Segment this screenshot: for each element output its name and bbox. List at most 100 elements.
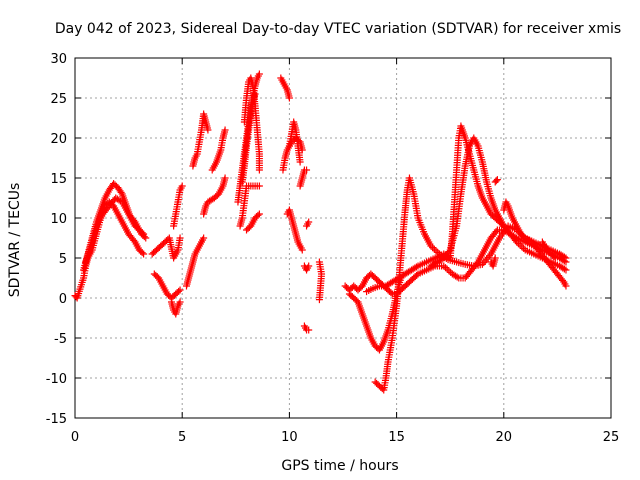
data-point [486, 252, 494, 260]
data-point [305, 326, 313, 334]
series-track-25 [315, 258, 326, 304]
data-point [176, 234, 184, 242]
data-point [511, 233, 519, 241]
y-tick-label: 20 [50, 132, 67, 147]
data-point [518, 243, 526, 251]
data-point [562, 258, 570, 266]
series-track-9 [189, 110, 212, 170]
series-track-27 [345, 274, 405, 354]
data-point [562, 282, 570, 290]
data-point [453, 273, 461, 281]
data-point [255, 182, 263, 190]
grid-lines [75, 58, 611, 418]
data-point [296, 158, 304, 166]
data-point [298, 246, 306, 254]
series-track-5 [150, 270, 184, 302]
series-track-15 [236, 182, 263, 230]
series-track-28 [371, 174, 570, 394]
data-point [285, 94, 293, 102]
x-axis-label: GPS time / hours [281, 458, 398, 474]
data-point [303, 166, 311, 174]
data-point [432, 247, 440, 255]
data-point [520, 244, 528, 252]
data-point [492, 228, 500, 236]
series-track-13 [238, 90, 259, 186]
x-tick-label: 15 [388, 430, 405, 445]
data-point [305, 218, 313, 226]
y-tick-label: -5 [54, 332, 67, 347]
series-track-3 [82, 194, 150, 266]
data-point [221, 126, 229, 134]
y-tick-label: 0 [59, 292, 67, 307]
series-track-10 [200, 174, 229, 218]
series-track-33 [487, 254, 499, 270]
x-tick-label: 0 [71, 430, 79, 445]
y-tick-label: 5 [59, 252, 67, 267]
data-point [140, 250, 148, 258]
series-track-30 [427, 134, 570, 270]
data-point [254, 211, 262, 219]
series-track-4 [148, 234, 184, 262]
series-track-8 [182, 234, 208, 290]
series-track-21 [296, 166, 311, 190]
x-tick-label: 25 [603, 430, 620, 445]
data-point [387, 289, 395, 297]
data-point [178, 182, 186, 190]
data-point [441, 264, 449, 272]
series-track-32 [491, 176, 501, 186]
data-point [140, 233, 148, 241]
y-tick-label: 10 [50, 212, 67, 227]
data-point [412, 263, 420, 271]
x-tick-label: 5 [178, 430, 186, 445]
data-point [562, 266, 570, 274]
series-track-19 [285, 118, 304, 166]
data-point [138, 249, 146, 257]
data-point [559, 276, 567, 284]
data-point [130, 236, 138, 244]
data-point [175, 287, 183, 295]
data-point [492, 177, 500, 185]
series-track-34 [538, 238, 559, 262]
data-point [445, 267, 453, 275]
data-point [255, 210, 263, 218]
data-point [255, 70, 263, 78]
data-point [176, 298, 184, 306]
data-point [440, 262, 448, 270]
series-track-24 [303, 218, 313, 230]
data-point [551, 254, 559, 262]
data-point [305, 262, 313, 270]
series-track-11 [208, 126, 229, 174]
data-point [443, 265, 451, 273]
data-point [130, 216, 138, 224]
axis-ticks: 0 5 10 15 20 25 -15 -10 -5 0 5 10 15 20 25 30 [46, 52, 620, 445]
data-point [255, 166, 263, 174]
series-track-1 [71, 198, 148, 302]
series-track-16 [243, 210, 263, 234]
chart-title: Day 042 of 2023, Sidereal Day-to-day VTE… [55, 21, 621, 37]
series-track-18 [279, 134, 306, 174]
data-point [200, 234, 208, 242]
x-tick-label: 10 [281, 430, 298, 445]
data-point [493, 176, 501, 184]
data-point [427, 242, 435, 250]
data-point [445, 248, 453, 256]
data-point [315, 296, 323, 304]
data-point [176, 286, 184, 294]
data-markers [71, 70, 570, 394]
y-tick-label: 30 [50, 52, 67, 67]
data-point [516, 241, 524, 249]
series-track-7 [170, 182, 186, 230]
data-point [491, 254, 499, 262]
y-tick-label: 15 [50, 172, 67, 187]
y-tick-label: -10 [46, 372, 67, 387]
data-point [251, 90, 259, 98]
data-point [204, 126, 212, 134]
data-point [430, 245, 438, 253]
data-point [429, 244, 437, 252]
series-track-17 [277, 74, 293, 102]
data-point [117, 188, 125, 196]
series-track-14 [240, 74, 263, 174]
series-track-6 [167, 298, 184, 318]
data-point [560, 265, 568, 273]
